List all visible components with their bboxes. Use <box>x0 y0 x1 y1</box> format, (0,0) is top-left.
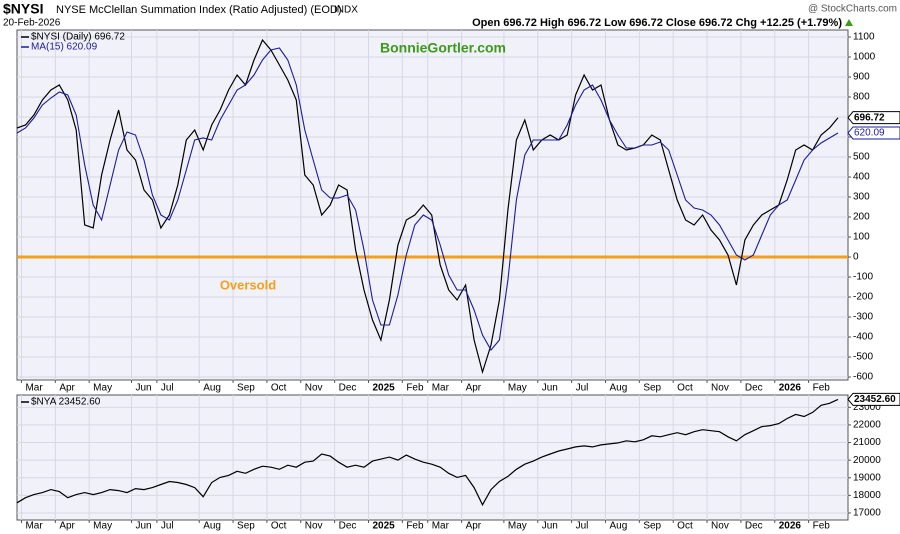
exchange: INDX <box>334 5 358 16</box>
x-tick-label: Aug <box>609 521 627 532</box>
x-tick-label: Dec <box>745 521 763 532</box>
last-value-label: 23452.60 <box>854 394 896 405</box>
x-tick-label: Apr <box>466 521 482 532</box>
annotation: Oversold <box>220 277 276 292</box>
y-tick-label: 1100 <box>853 32 875 43</box>
y-tick-label: 400 <box>853 172 870 183</box>
index-name: NYSE McClellan Summation Index (Ratio Ad… <box>56 4 342 16</box>
symbol: $NYSI <box>3 1 43 17</box>
y-tick-label: 21000 <box>853 437 881 448</box>
x-tick-label: Feb <box>813 521 831 532</box>
last-value-tag <box>847 111 900 125</box>
y-tick-label: -600 <box>853 372 873 383</box>
y-tick-label: 1000 <box>853 52 876 63</box>
x-tick-label: Nov <box>305 383 323 394</box>
x-tick-label: Apr <box>59 521 75 532</box>
x-tick-label: Aug <box>203 383 221 394</box>
date: 20-Feb-2026 <box>3 18 61 29</box>
x-tick-label: Nov <box>711 521 729 532</box>
y-tick-label: 100 <box>853 232 870 243</box>
x-tick-label: Jun <box>135 383 151 394</box>
x-tick-label: Jul <box>576 383 589 394</box>
x-tick-label: Mar <box>432 383 450 394</box>
x-tick-label: Dec <box>339 521 357 532</box>
x-tick-label: Nov <box>711 383 729 394</box>
up-arrow <box>845 19 853 26</box>
x-tick-label: Dec <box>745 383 763 394</box>
quote: Open 696.72 High 696.72 Low 696.72 Close… <box>472 17 842 29</box>
x-tick-label: Jul <box>161 383 174 394</box>
x-tick-label: Feb <box>406 521 424 532</box>
x-tick-label: Sep <box>237 521 255 532</box>
last-value-tag <box>847 126 900 140</box>
y-tick-label: 500 <box>853 152 870 163</box>
x-tick-label: Apr <box>59 383 75 394</box>
x-tick-label: Jul <box>161 521 174 532</box>
x-tick-label: Jul <box>576 521 589 532</box>
last-value-tag <box>847 392 900 406</box>
x-tick-label: Oct <box>271 521 287 532</box>
y-tick-label: 900 <box>853 72 870 83</box>
x-tick-label: 2025 <box>372 383 395 394</box>
y-tick-label: 19000 <box>853 472 881 483</box>
y-tick-label: 23000 <box>853 402 881 413</box>
y-tick-label: 0 <box>853 252 859 263</box>
y-tick-label: 200 <box>853 212 870 223</box>
x-tick-label: Mar <box>432 521 450 532</box>
y-tick-label: 22000 <box>853 420 881 431</box>
x-tick-label: Mar <box>25 521 43 532</box>
y-tick-label: -300 <box>853 312 873 323</box>
x-tick-label: Sep <box>643 521 661 532</box>
y-tick-label: -200 <box>853 292 873 303</box>
x-tick-label: Oct <box>677 383 693 394</box>
last-value-label: 620.09 <box>854 128 885 139</box>
x-tick-label: 2026 <box>779 383 802 394</box>
x-tick-label: Jun <box>542 383 558 394</box>
plot-area <box>16 29 849 381</box>
x-tick-label: Aug <box>609 383 627 394</box>
x-tick-label: Jun <box>135 521 151 532</box>
y-tick-label: 18000 <box>853 490 881 501</box>
y-tick-label: 20000 <box>853 455 881 466</box>
source: @ StockCharts.com <box>808 4 897 15</box>
x-tick-label: Aug <box>203 521 221 532</box>
x-tick-label: 2026 <box>779 521 802 532</box>
x-tick-label: May <box>508 521 527 532</box>
x-tick-label: May <box>93 383 112 394</box>
x-tick-label: 2025 <box>372 521 395 532</box>
x-tick-label: Feb <box>406 383 424 394</box>
x-tick-label: Oct <box>271 383 287 394</box>
x-tick-label: Jun <box>542 521 558 532</box>
x-tick-label: Sep <box>237 383 255 394</box>
x-tick-label: May <box>93 521 112 532</box>
series-line <box>16 398 839 507</box>
y-tick-label: -500 <box>853 352 873 363</box>
x-tick-label: Nov <box>305 521 323 532</box>
x-tick-label: Sep <box>643 383 661 394</box>
x-tick-label: Feb <box>813 383 831 394</box>
x-tick-label: Apr <box>466 383 482 394</box>
y-tick-label: -400 <box>853 332 873 343</box>
x-tick-label: Oct <box>677 521 693 532</box>
x-tick-label: Mar <box>25 383 43 394</box>
legend-entry: $NYA 23452.60 <box>31 397 101 408</box>
annotation: BonnieGortler.com <box>380 40 506 56</box>
series-line <box>16 47 839 351</box>
legend-entry: $NYSI (Daily) 696.72 <box>31 32 125 43</box>
series-line <box>16 38 839 375</box>
y-tick-label: 300 <box>853 192 870 203</box>
last-value-label: 696.72 <box>854 112 885 123</box>
y-tick-label: -100 <box>853 272 873 283</box>
legend-entry: MA(15) 620.09 <box>31 42 98 53</box>
y-tick-label: 800 <box>853 92 870 103</box>
x-tick-label: Dec <box>339 383 357 394</box>
y-tick-label: 17000 <box>853 508 881 519</box>
plot-area <box>16 394 849 521</box>
x-tick-label: May <box>508 383 527 394</box>
